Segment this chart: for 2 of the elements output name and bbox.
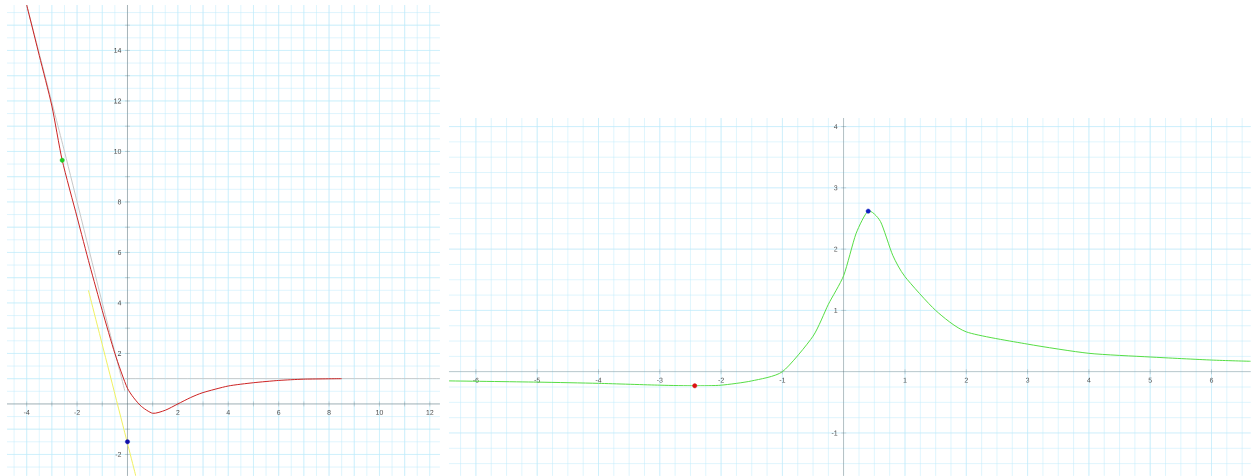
line-series <box>448 210 1251 387</box>
line-series <box>26 4 343 414</box>
